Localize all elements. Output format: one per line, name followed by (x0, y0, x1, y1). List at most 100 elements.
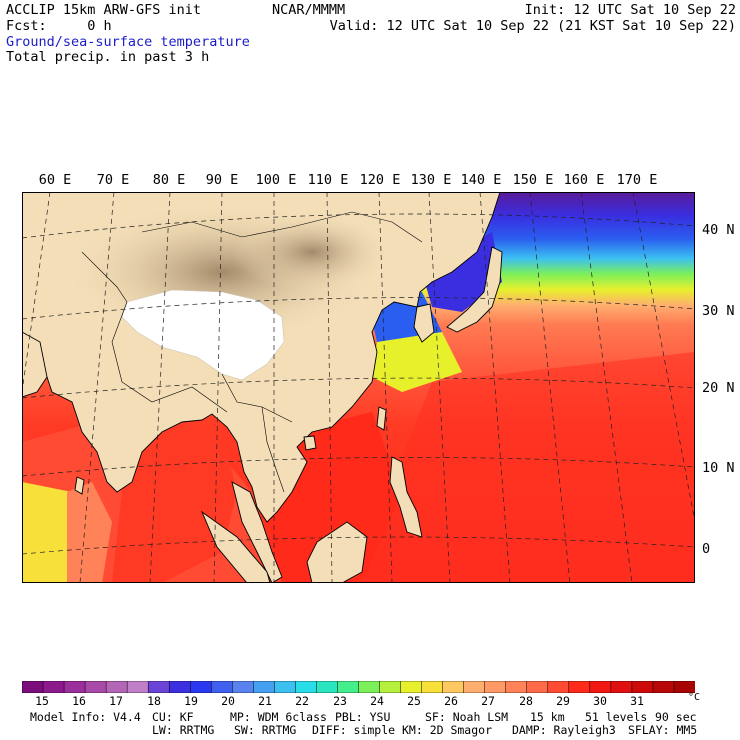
model-info-res: 15 km (530, 710, 565, 724)
colorbar-swatch (190, 681, 213, 693)
org-label: NCAR/MMMM (272, 2, 346, 18)
model-info-sw: SW: RRTMG (234, 723, 297, 737)
colorbar-swatch (232, 681, 255, 693)
colorbar-swatch (42, 681, 65, 693)
lon-label-130e: 130 E (410, 172, 452, 188)
lon-label-150e: 150 E (512, 172, 554, 188)
colorbar-swatch (253, 681, 276, 693)
land-hainan (303, 435, 317, 451)
colorbar-swatch (379, 681, 402, 693)
colorbar-swatch (526, 681, 549, 693)
lat-label-10n: 10 N (702, 460, 735, 476)
colorbar-label-27: 27 (481, 694, 495, 708)
colorbar-swatch (421, 681, 444, 693)
temperature-map (22, 192, 695, 583)
arabian-cool (22, 482, 72, 583)
graticule (22, 192, 695, 583)
model-info-timestep: 90 sec (655, 710, 697, 724)
model-info-lw: LW: RRTMG (152, 723, 215, 737)
colorbar-swatch (105, 681, 128, 693)
lon-label-60e: 60 E (38, 172, 72, 188)
init-time: Init: 12 UTC Sat 10 Sep 22 (524, 2, 736, 18)
colorbar-label-22: 22 (295, 694, 309, 708)
valid-time: Valid: 12 UTC Sat 10 Sep 22 (21 KST Sat … (329, 18, 736, 34)
colorbar-swatch (610, 681, 633, 693)
lon-label-70e: 70 E (96, 172, 130, 188)
country-borders (81, 211, 423, 493)
colorbar-label-15: 15 (35, 694, 49, 708)
lon-label-160e: 160 E (563, 172, 605, 188)
model-title: ACCLIP 15km ARW-GFS init (6, 2, 202, 18)
mountain-shading-east (232, 212, 392, 292)
colorbar-label-28: 28 (519, 694, 533, 708)
colorbar-swatch (168, 681, 192, 693)
colorbar-label-23: 23 (333, 694, 347, 708)
colorbar-swatch (547, 681, 570, 693)
colorbar-swatch (358, 681, 381, 693)
lat-label-0: 0 (702, 541, 711, 557)
east-china-sea (372, 332, 462, 392)
model-info-version: Model Info: V4.4 (30, 710, 141, 724)
colorbar-swatch (631, 681, 654, 693)
colorbar-label-26: 26 (444, 694, 458, 708)
colorbar-label-31: 31 (630, 694, 644, 708)
colorbar-swatch (568, 681, 591, 693)
colorbar-swatch (673, 681, 695, 693)
lon-label-100e: 100 E (255, 172, 297, 188)
colorbar-label-24: 24 (370, 694, 384, 708)
sea-of-japan (422, 232, 502, 312)
lon-label-140e: 140 E (460, 172, 502, 188)
field-label-precip: Total precip. in past 3 h (6, 49, 210, 65)
lon-label-90e: 90 E (205, 172, 239, 188)
model-info-damp: DAMP: Rayleigh3 (512, 723, 616, 737)
colorbar-swatch (63, 681, 86, 693)
colorbar-label-25: 25 (407, 694, 421, 708)
colorbar-label-30: 30 (593, 694, 607, 708)
lat-label-40n: 40 N (702, 222, 735, 238)
lat-label-30n: 30 N (702, 303, 735, 319)
tibetan-plateau (121, 289, 285, 381)
lon-label-110e: 110 E (307, 172, 349, 188)
colorbar-swatch (274, 681, 297, 693)
colorbar-label-19: 19 (184, 694, 198, 708)
colorbar-label-21: 21 (258, 694, 272, 708)
model-info-levels: 51 levels (585, 710, 648, 724)
field-label-temperature: Ground/sea-surface temperature (6, 34, 250, 50)
colorbar-label-29: 29 (556, 694, 570, 708)
model-info-sflay: SFLAY: MM5 (628, 723, 698, 737)
model-info-sf: SF: Noah LSM (425, 710, 509, 724)
forecast-hour: Fcst: 0 h (6, 18, 112, 34)
model-info-diff: DIFF: simple (312, 723, 396, 737)
colorbar-swatch (84, 681, 107, 693)
colorbar-swatch (211, 681, 234, 693)
colorbar-swatch (484, 681, 507, 693)
colorbar-label-20: 20 (221, 694, 235, 708)
colorbar-swatch (147, 681, 170, 693)
colorbar-label-18: 18 (147, 694, 161, 708)
lon-label-120e: 120 E (359, 172, 401, 188)
model-info-mp: MP: WDM 6class (230, 710, 327, 724)
lon-label-80e: 80 E (152, 172, 186, 188)
model-info-km: KM: 2D Smagor (402, 723, 493, 737)
colorbar-swatch (295, 681, 318, 693)
lat-label-20n: 20 N (702, 380, 735, 396)
colorbar (22, 681, 695, 693)
colorbar-label-17: 17 (109, 694, 123, 708)
colorbar-swatch (463, 681, 486, 693)
colorbar-swatch (126, 681, 149, 693)
colorbar-swatch (400, 681, 423, 693)
land-borneo (306, 521, 368, 583)
colorbar-swatch (442, 681, 465, 693)
colorbar-swatch (316, 681, 339, 693)
land-japan (446, 246, 503, 333)
lon-label-170e: 170 E (616, 172, 658, 188)
land-malay (231, 481, 283, 583)
colorbar-unit: °C (687, 692, 701, 703)
colorbar-swatch (337, 681, 360, 693)
colorbar-swatch (589, 681, 612, 693)
colorbar-swatch (652, 681, 675, 693)
colorbar-swatch (505, 681, 528, 693)
land-taiwan (376, 406, 387, 431)
land-sumatra (200, 510, 271, 583)
colorbar-label-16: 16 (72, 694, 86, 708)
